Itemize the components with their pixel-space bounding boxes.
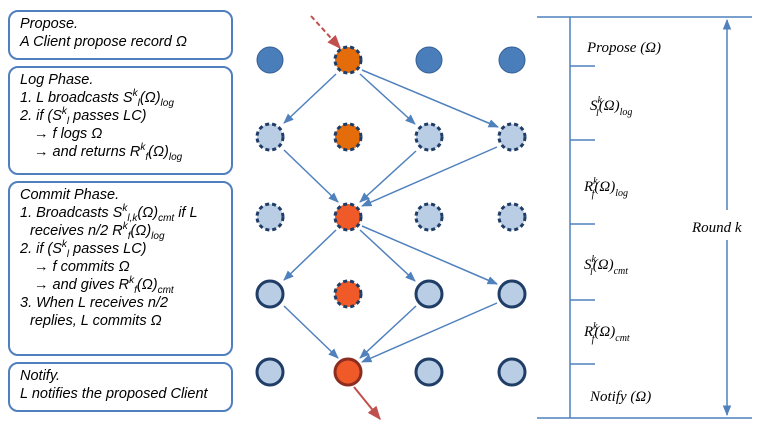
follower-node <box>255 202 285 232</box>
follower-node <box>497 202 527 232</box>
arrow-ack-4 <box>361 302 498 363</box>
commit-step-2: 2. if (Skl passes LC) <box>20 239 147 260</box>
timeline-scmt-label: Sk l(Ω)cmt <box>584 254 628 278</box>
propose-box: Propose. A Client propose record Ω <box>8 10 233 60</box>
arrow-cmt-1 <box>283 229 337 281</box>
timeline-rcmt-label: Rk f(Ω)cmt <box>583 321 630 345</box>
timeline-rlog-label: Rk f(Ω)log <box>583 176 628 200</box>
leader-node <box>333 45 363 75</box>
leader-node <box>333 279 363 309</box>
log-phase-title: Log Phase. <box>20 72 94 88</box>
leader-node <box>333 357 363 387</box>
committed-node <box>497 357 527 387</box>
row-log <box>255 122 527 152</box>
row-propose <box>256 45 526 75</box>
node <box>256 46 284 74</box>
commit-step-2a: → f commits Ω <box>34 259 130 275</box>
log-step-2b: → and returns Rkf(Ω)log <box>34 142 183 163</box>
timeline-slog-label: Sk l(Ω)log <box>590 95 632 119</box>
commit-step-3b: replies, L commits Ω <box>30 313 162 329</box>
commit-step-2b: → and gives Rkf(Ω)cmt <box>34 275 174 296</box>
arrow-cmt-4 <box>361 225 498 285</box>
leader-node <box>333 122 363 152</box>
phase-timeline <box>537 16 752 419</box>
arrow-log-3 <box>359 73 416 125</box>
arrow-ack-1 <box>283 305 339 359</box>
arrow-log-4 <box>361 69 499 128</box>
timeline-notify-label: Notify (Ω) <box>589 389 651 405</box>
propose-text: A Client propose record Ω <box>20 34 187 50</box>
arrow-reply-4 <box>361 146 498 207</box>
leader-node <box>333 202 363 232</box>
follower-node <box>497 122 527 152</box>
commit-phase-box: Commit Phase. 1. Broadcasts Skl,k(Ω)cmt … <box>8 181 233 356</box>
committed-node <box>255 357 285 387</box>
committed-node <box>414 357 444 387</box>
log-phase-box: Log Phase. 1. L broadcasts Skl(Ω)log 2. … <box>8 66 233 175</box>
committed-node <box>255 279 285 309</box>
commit-step-3: 3. When L receives n/2 <box>20 295 169 311</box>
row-commit <box>255 279 527 309</box>
row-commit-broadcast <box>255 202 527 232</box>
log-step-2a: → f logs Ω <box>34 126 103 142</box>
log-step-1: 1. L broadcasts Skl(Ω)log <box>20 88 174 109</box>
message-arrows <box>283 69 499 363</box>
timeline-propose-label: Propose (Ω) <box>586 40 661 56</box>
follower-node <box>414 122 444 152</box>
notify-text: L notifies the proposed Client <box>20 386 208 402</box>
arrow-cmt-3 <box>359 229 416 282</box>
follower-node <box>414 202 444 232</box>
node <box>498 46 526 74</box>
arrow-reply-1 <box>283 149 339 203</box>
notify-box: Notify. L notifies the proposed Client <box>8 362 233 412</box>
node <box>415 46 443 74</box>
arrow-log-1 <box>283 73 337 124</box>
commit-phase-title: Commit Phase. <box>20 187 120 203</box>
timeline-round-label: Round k <box>691 220 742 236</box>
committed-node <box>497 279 527 309</box>
follower-node <box>255 122 285 152</box>
propose-title: Propose. <box>20 16 79 32</box>
row-notify <box>255 357 527 387</box>
commit-step-1b: receives n/2 Rkf(Ω)log <box>30 221 165 242</box>
client-reply-arrow <box>353 386 381 421</box>
client-request-arrow <box>310 15 341 50</box>
arrow-ack-3 <box>359 305 417 359</box>
notify-title: Notify. <box>20 368 61 384</box>
arrow-reply-3 <box>359 150 417 203</box>
commit-step-1: 1. Broadcasts Skl,k(Ω)cmt if L <box>20 203 198 224</box>
log-step-2: 2. if (Skl passes LC) <box>20 106 147 127</box>
committed-node <box>414 279 444 309</box>
